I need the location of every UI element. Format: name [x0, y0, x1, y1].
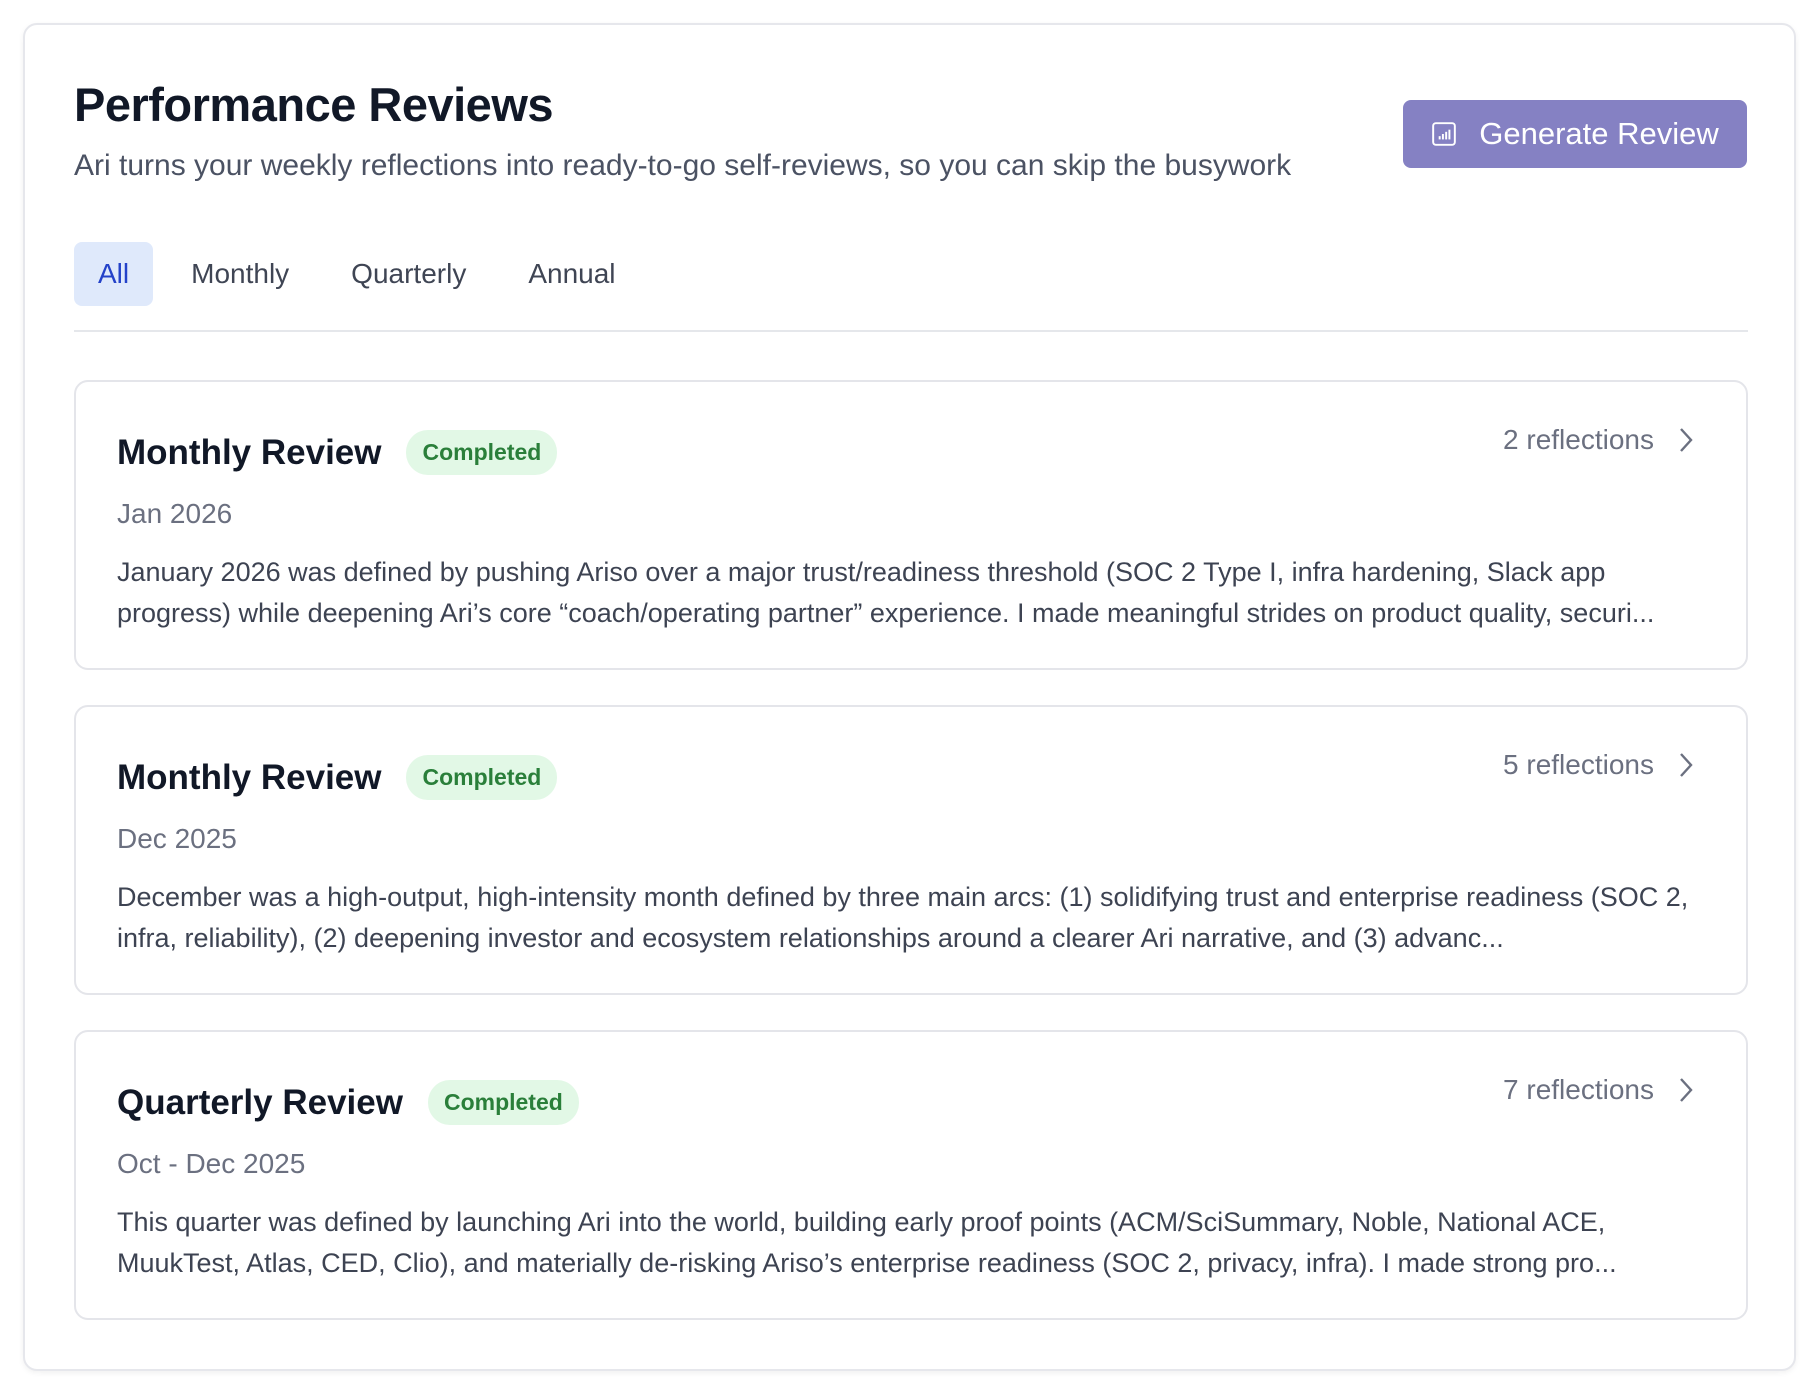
reflections-count: 7 reflections [1503, 1074, 1654, 1105]
status-badge: Completed [406, 430, 558, 475]
review-summary: December was a high-output, high-intensi… [117, 882, 1689, 953]
page-subtitle: Ari turns your weekly reflections into r… [74, 149, 1292, 182]
tab-all[interactable]: All [74, 242, 154, 306]
review-period: Oct - Dec 2025 [117, 1148, 306, 1179]
review-period: Dec 2025 [117, 823, 237, 854]
chevron-right-icon [1680, 753, 1693, 777]
review-summary: January 2026 was defined by pushing Aris… [117, 557, 1655, 628]
review-card[interactable]: Quarterly Review Completed 7 reflections … [74, 1030, 1748, 1320]
reviews-panel: Performance Reviews Ari turns your weekl… [23, 23, 1796, 1371]
review-card[interactable]: Monthly Review Completed 5 reflections De… [74, 705, 1748, 995]
review-title: Quarterly Review [117, 1082, 403, 1122]
tab-quarterly[interactable]: Quarterly [351, 258, 467, 289]
status-badge: Completed [406, 755, 558, 800]
review-title: Monthly Review [117, 757, 382, 797]
chevron-right-icon [1680, 1078, 1693, 1102]
review-title: Monthly Review [117, 432, 382, 472]
tab-annual[interactable]: Annual [528, 258, 616, 289]
review-period: Jan 2026 [117, 498, 233, 529]
tab-monthly[interactable]: Monthly [191, 258, 290, 289]
generate-review-label: Generate Review [1479, 116, 1719, 151]
review-card[interactable]: Monthly Review Completed 2 reflections Ja… [74, 380, 1748, 670]
reflections-count: 2 reflections [1503, 424, 1654, 455]
divider [74, 330, 1748, 332]
page-title: Performance Reviews [74, 78, 554, 131]
reflections-count: 5 reflections [1503, 749, 1654, 780]
chevron-right-icon [1680, 428, 1693, 452]
filter-tabs: All Monthly Quarterly Annual [74, 242, 640, 306]
generate-review-button[interactable]: Generate Review [1403, 100, 1747, 168]
review-summary: This quarter was defined by launching Ar… [117, 1207, 1617, 1278]
status-badge: Completed [427, 1080, 579, 1125]
bar-chart-icon [1432, 122, 1457, 146]
